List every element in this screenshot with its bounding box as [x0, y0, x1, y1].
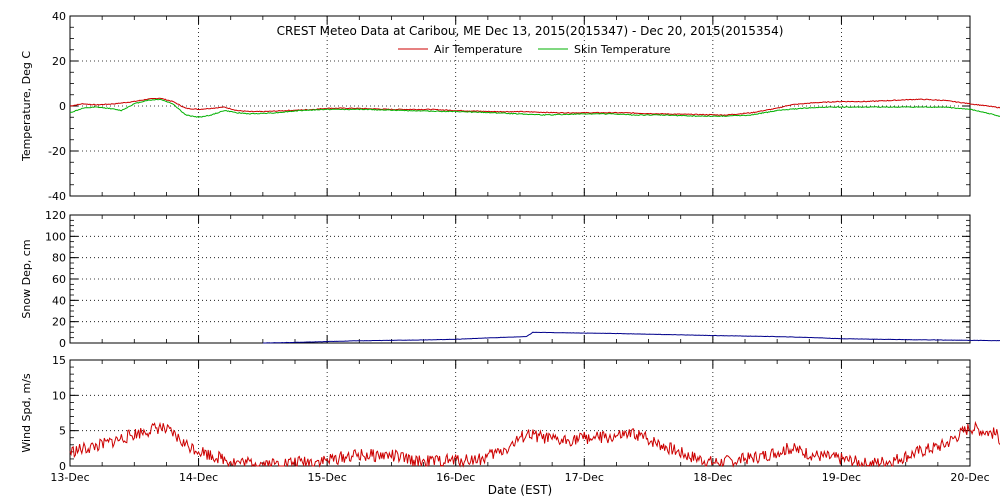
wind-speed-ytick-label: 5	[59, 425, 66, 438]
snow-depth-ytick-label: 100	[45, 230, 66, 243]
snow-depth-ytick-label: 0	[59, 337, 66, 350]
x-tick-label: 17-Dec	[565, 471, 604, 484]
snow-depth-ytick-label: 60	[52, 273, 66, 286]
snow-depth-panel: 120 100 80 60 40 20 0 Snow Dep, cm	[20, 209, 1000, 350]
snow-depth-ylabel: Snow Dep, cm	[20, 239, 33, 318]
x-tick-label: 16-Dec	[436, 471, 475, 484]
x-tick-label: 20-Dec	[950, 471, 989, 484]
wind-speed-ytick-label: 0	[59, 460, 66, 473]
x-tick-label: 13-Dec	[50, 471, 89, 484]
x-tick-label: 15-Dec	[308, 471, 347, 484]
snow-depth-ytick-label: 20	[52, 316, 66, 329]
wind-speed-ytick-label: 15	[52, 354, 66, 367]
temperature-series-line	[69, 97, 1000, 116]
snow-depth-ytick-label: 120	[45, 209, 66, 222]
wind-speed-panel: 15 10 5 0 Wind Spd, m/s	[20, 354, 1000, 473]
temperature-series-line	[69, 98, 1000, 118]
wind-speed-series-line	[69, 420, 1000, 468]
x-tick-label: 14-Dec	[179, 471, 218, 484]
x-tick-label: 18-Dec	[693, 471, 732, 484]
x-tick-label: 19-Dec	[822, 471, 861, 484]
temperature-ytick-label: -40	[48, 190, 66, 203]
x-axis-label: Date (EST)	[488, 483, 552, 497]
snow-depth-ytick-label: 80	[52, 252, 66, 265]
legend-label: Air Temperature	[434, 43, 523, 56]
wind-speed-ytick-label: 10	[52, 389, 66, 402]
wind-speed-ylabel: Wind Spd, m/s	[20, 373, 33, 453]
temperature-ylabel: Temperature, Deg C	[20, 51, 33, 162]
temperature-ytick-label: 20	[52, 55, 66, 68]
snow-depth-ytick-label: 40	[52, 294, 66, 307]
temperature-panel: 40 20 0 -20 -40 Temperature, Deg C	[20, 10, 1000, 203]
temperature-ytick-label: 40	[52, 10, 66, 23]
snow-depth-series-line	[262, 331, 1000, 344]
temperature-ytick-label: 0	[59, 100, 66, 113]
legend-label: Skin Temperature	[574, 43, 671, 56]
legend: Air Temperature Skin Temperature	[398, 43, 671, 56]
temperature-ytick-label: -20	[48, 145, 66, 158]
chart-title: CREST Meteo Data at Caribou, ME Dec 13, …	[277, 24, 784, 38]
